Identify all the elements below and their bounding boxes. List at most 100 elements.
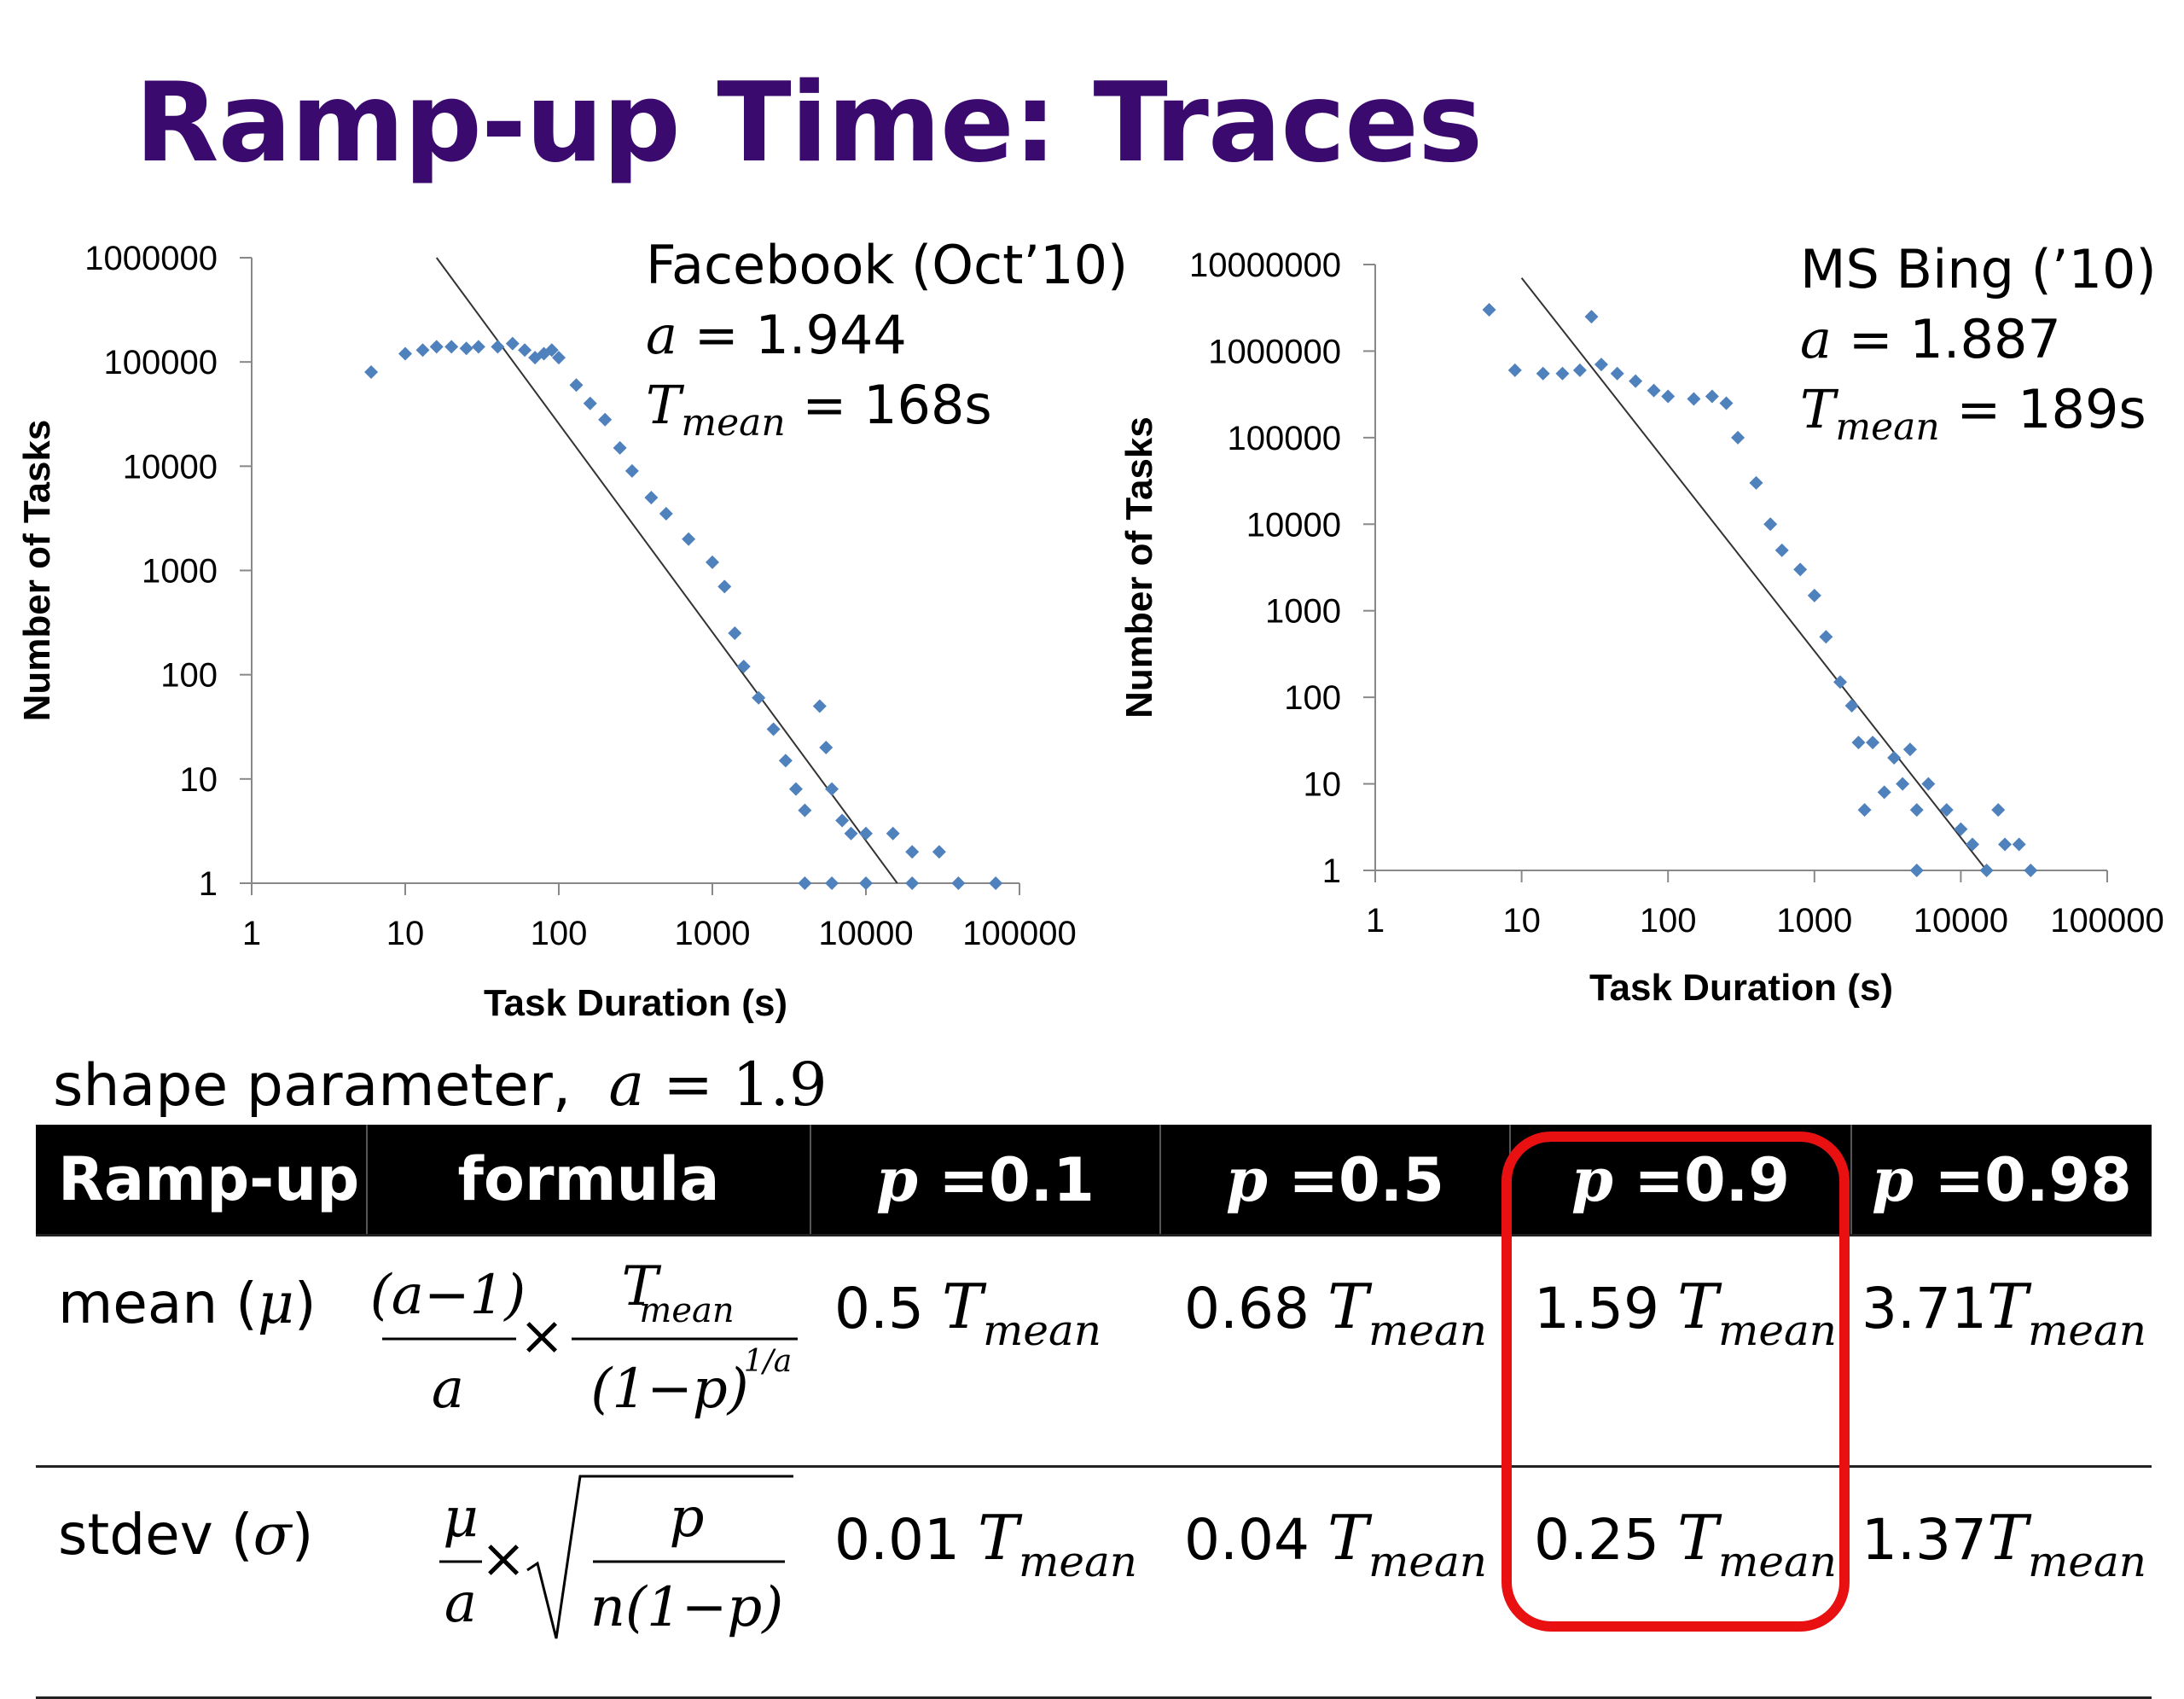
t-symbol: T <box>941 1271 983 1342</box>
facebook-label: Facebook (Oct’10) <box>646 234 1129 296</box>
a-symbol: a <box>646 304 677 366</box>
row-label-stdev: stdev (σ) <box>36 1465 367 1699</box>
t-sub: mean <box>681 401 786 445</box>
data-point <box>1833 675 1848 689</box>
data-point <box>1774 543 1789 557</box>
data-point <box>471 340 485 354</box>
page-title: Ramp-up Time: Traces <box>135 60 1483 187</box>
data-point <box>1877 785 1891 800</box>
mean-formula-svg: (a−1) a × T mean (1−p) 1/a <box>370 1255 798 1419</box>
rampup-table: Ramp-up formula p =0.1 p =0.5 p =0.9 p =… <box>36 1125 2152 1699</box>
data-point <box>1594 358 1608 372</box>
t-sub: mean <box>2027 1306 2146 1355</box>
mu-symbol: μ <box>257 1271 294 1336</box>
mean-den2-exp: 1/a <box>744 1344 793 1379</box>
data-point <box>1998 837 2013 852</box>
data-point <box>819 741 834 755</box>
t-sub: mean <box>1368 1537 1487 1586</box>
data-point <box>2012 837 2026 852</box>
data-point <box>835 813 850 828</box>
p-value: =0.9 <box>1634 1144 1790 1215</box>
data-point <box>598 412 613 427</box>
value-number: 0.68 <box>1184 1276 1327 1341</box>
data-point <box>518 343 532 358</box>
table-header-row: Ramp-up formula p =0.1 p =0.5 p =0.9 p =… <box>36 1125 2152 1236</box>
x-axis-label: Task Duration (s) <box>1589 967 1893 1009</box>
data-point <box>951 876 966 890</box>
x-tick-label: 100000 <box>962 915 1076 952</box>
data-point <box>1844 698 1859 713</box>
data-point <box>752 690 766 705</box>
data-point <box>859 826 873 841</box>
bing-a-line: a = 1.887 <box>1800 313 2157 366</box>
y-tick-label: 10000000 <box>1189 247 1341 284</box>
mean-p1: 0.5 Tmean <box>810 1234 1160 1467</box>
t-sub: mean <box>982 1306 1101 1355</box>
x-tick-label: 100 <box>1640 902 1697 940</box>
data-point <box>798 803 812 817</box>
x-tick-label: 10 <box>386 915 425 952</box>
data-point <box>1629 374 1643 388</box>
data-point <box>989 876 1003 890</box>
value-number: 3.71 <box>1862 1276 1987 1341</box>
data-point <box>859 876 873 890</box>
stdev-den1: a <box>444 1572 477 1635</box>
mean-num2-sub: mean <box>639 1291 734 1330</box>
data-point <box>1896 777 1910 791</box>
shape-parameter: shape parameter, a = 1.9 <box>53 1050 828 1120</box>
data-point <box>778 753 793 768</box>
y-tick-label: 1 <box>199 865 218 903</box>
p-symbol: p <box>1571 1143 1613 1215</box>
data-point <box>1965 837 1979 852</box>
data-point <box>825 782 839 796</box>
data-point <box>1731 430 1745 445</box>
t-sub: mean <box>1717 1537 1837 1586</box>
data-point <box>1507 363 1522 377</box>
a-value: = 1.887 <box>1848 308 2061 370</box>
data-point <box>905 845 920 859</box>
value-number: 0.25 <box>1534 1507 1677 1573</box>
data-point <box>1954 822 1968 836</box>
x-tick-label: 1000 <box>1776 902 1852 940</box>
bing-t-line: Tmean = 189s <box>1800 383 2157 446</box>
stdev-p4: 1.37Tmean <box>1851 1465 2152 1699</box>
value-number: 1.37 <box>1862 1507 1987 1573</box>
mean-p2: 0.68 Tmean <box>1160 1234 1510 1467</box>
data-point <box>613 440 627 455</box>
y-tick-label: 10 <box>1304 766 1342 804</box>
y-axis-label: Number of Tasks <box>1118 416 1160 719</box>
data-point <box>1610 366 1624 381</box>
p-symbol: p <box>876 1143 918 1215</box>
mean-formula: (a−1) a × T mean (1−p) 1/a <box>367 1234 810 1467</box>
times-sign: × <box>519 1305 565 1368</box>
x-tick-label: 100 <box>531 915 588 952</box>
data-point <box>736 659 751 673</box>
value-number: 0.01 <box>834 1507 978 1573</box>
y-tick-label: 10 <box>180 761 218 799</box>
t-symbol: T <box>646 374 682 436</box>
header-formula: formula <box>367 1125 811 1236</box>
y-tick-label: 100000 <box>104 344 218 381</box>
data-point <box>659 507 673 521</box>
data-point <box>583 396 597 410</box>
header-p1: p =0.1 <box>810 1125 1161 1236</box>
a-value: = 1.944 <box>694 304 907 366</box>
header-rampup: Ramp-up <box>36 1125 368 1236</box>
data-point <box>728 626 742 641</box>
data-point <box>1921 777 1936 791</box>
mean-p3: 1.59 Tmean <box>1510 1234 1851 1467</box>
mean-num2-t: T <box>622 1255 662 1318</box>
data-point <box>905 876 920 890</box>
data-point <box>1687 392 1701 406</box>
shape-equals: = <box>663 1050 713 1120</box>
data-point <box>552 351 566 365</box>
data-point <box>1851 736 1866 750</box>
data-point <box>505 336 520 351</box>
x-tick-label: 10 <box>1502 902 1541 940</box>
mean-num1: (a−1) <box>370 1264 526 1327</box>
mean-p4: 3.71Tmean <box>1851 1234 2152 1467</box>
times-sign: × <box>480 1527 526 1591</box>
row-label-text: mean ( <box>58 1271 258 1336</box>
data-point <box>1793 562 1808 577</box>
data-point <box>1536 366 1550 381</box>
